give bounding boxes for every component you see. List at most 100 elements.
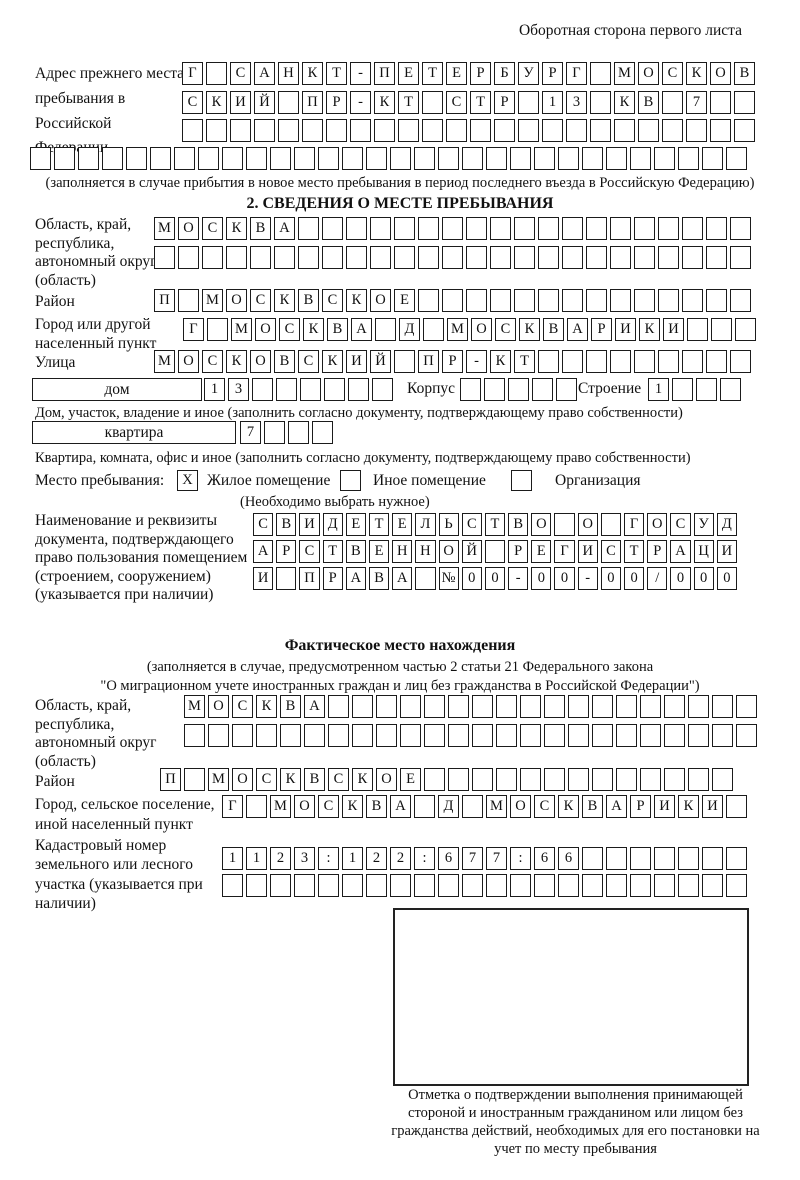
form-cell[interactable]: К (303, 318, 324, 341)
form-cell[interactable] (448, 768, 469, 791)
form-cell[interactable] (590, 62, 611, 85)
form-cell[interactable] (586, 289, 607, 312)
form-cell[interactable] (424, 768, 445, 791)
form-cell[interactable]: С (299, 540, 320, 563)
form-cell[interactable]: Р (508, 540, 529, 563)
form-cell[interactable] (520, 724, 541, 747)
form-cell[interactable] (182, 119, 203, 142)
form-cell[interactable]: Т (470, 91, 491, 114)
form-cell[interactable] (682, 217, 703, 240)
stroenie-row[interactable]: 1 (648, 378, 741, 401)
form-cell[interactable]: М (154, 217, 175, 240)
form-cell[interactable]: В (280, 695, 301, 718)
form-cell[interactable]: С (279, 318, 300, 341)
form-cell[interactable] (460, 378, 481, 401)
form-cell[interactable] (150, 147, 171, 170)
form-cell[interactable] (462, 147, 483, 170)
form-cell[interactable]: М (447, 318, 468, 341)
form-cell[interactable]: Й (370, 350, 391, 373)
form-cell[interactable]: К (678, 795, 699, 818)
form-cell[interactable] (342, 874, 363, 897)
form-cell[interactable] (442, 246, 463, 269)
form-cell[interactable] (610, 246, 631, 269)
form-cell[interactable]: А (254, 62, 275, 85)
form-cell[interactable]: : (414, 847, 435, 870)
form-cell[interactable]: А (567, 318, 588, 341)
form-cell[interactable] (664, 695, 685, 718)
form-cell[interactable] (568, 768, 589, 791)
form-cell[interactable]: С (202, 350, 223, 373)
form-cell[interactable]: И (716, 540, 737, 563)
form-cell[interactable]: 7 (486, 847, 507, 870)
form-cell[interactable] (375, 318, 396, 341)
form-cell[interactable]: Л (415, 513, 436, 536)
form-cell[interactable] (606, 847, 627, 870)
form-cell[interactable]: С (318, 795, 339, 818)
cadastral-row-2[interactable] (222, 874, 747, 897)
form-cell[interactable]: 1 (204, 378, 225, 401)
form-cell[interactable] (126, 147, 147, 170)
form-cell[interactable] (250, 246, 271, 269)
form-cell[interactable] (514, 217, 535, 240)
form-cell[interactable]: В (304, 768, 325, 791)
form-cell[interactable]: О (178, 217, 199, 240)
form-cell[interactable] (566, 119, 587, 142)
form-cell[interactable]: О (577, 513, 598, 536)
form-cell[interactable] (730, 217, 751, 240)
form-cell[interactable]: / (647, 567, 668, 590)
form-cell[interactable] (490, 289, 511, 312)
form-cell[interactable] (232, 724, 253, 747)
form-cell[interactable]: Е (398, 62, 419, 85)
form-cell[interactable] (350, 119, 371, 142)
form-cell[interactable]: Д (322, 513, 343, 536)
form-cell[interactable] (610, 350, 631, 373)
form-cell[interactable] (298, 246, 319, 269)
form-cell[interactable]: С (250, 289, 271, 312)
form-cell[interactable] (688, 768, 709, 791)
form-cell[interactable] (558, 874, 579, 897)
form-cell[interactable] (730, 246, 751, 269)
form-cell[interactable]: П (154, 289, 175, 312)
form-cell[interactable]: М (231, 318, 252, 341)
form-cell[interactable]: О (232, 768, 253, 791)
form-cell[interactable]: А (351, 318, 372, 341)
apartment-row[interactable]: 7 (240, 421, 333, 444)
form-cell[interactable] (422, 91, 443, 114)
form-cell[interactable] (206, 119, 227, 142)
form-cell[interactable] (414, 874, 435, 897)
form-cell[interactable] (508, 378, 529, 401)
form-cell[interactable] (472, 724, 493, 747)
form-cell[interactable]: М (184, 695, 205, 718)
form-cell[interactable] (686, 119, 707, 142)
form-cell[interactable]: И (663, 318, 684, 341)
form-cell[interactable] (586, 246, 607, 269)
form-cell[interactable]: 3 (228, 378, 249, 401)
form-cell[interactable] (658, 246, 679, 269)
form-cell[interactable] (562, 246, 583, 269)
form-cell[interactable] (366, 147, 387, 170)
form-cell[interactable]: 0 (716, 567, 737, 590)
form-cell[interactable]: Р (591, 318, 612, 341)
form-cell[interactable] (662, 91, 683, 114)
form-cell[interactable]: У (518, 62, 539, 85)
form-cell[interactable]: Р (630, 795, 651, 818)
form-cell[interactable] (710, 119, 731, 142)
form-cell[interactable]: 0 (624, 567, 645, 590)
form-cell[interactable] (658, 350, 679, 373)
form-cell[interactable]: К (614, 91, 635, 114)
form-cell[interactable] (730, 289, 751, 312)
form-cell[interactable]: К (274, 289, 295, 312)
form-cell[interactable]: С (322, 289, 343, 312)
form-cell[interactable]: К (322, 350, 343, 373)
form-cell[interactable]: П (160, 768, 181, 791)
form-cell[interactable] (415, 567, 436, 590)
form-cell[interactable]: 0 (461, 567, 482, 590)
form-cell[interactable] (688, 724, 709, 747)
form-cell[interactable]: 0 (484, 567, 506, 590)
form-cell[interactable]: С (298, 350, 319, 373)
form-cell[interactable] (256, 724, 277, 747)
form-cell[interactable]: О (226, 289, 247, 312)
form-cell[interactable]: С (495, 318, 516, 341)
